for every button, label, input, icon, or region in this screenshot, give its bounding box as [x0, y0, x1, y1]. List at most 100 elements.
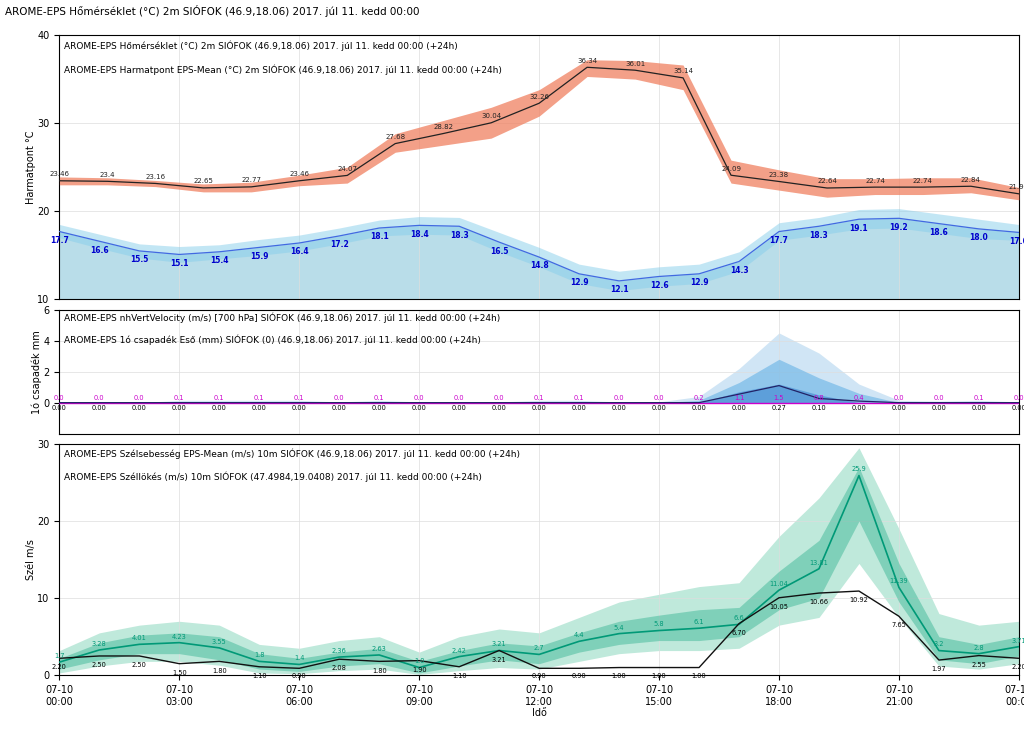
Text: 11.39: 11.39	[890, 578, 908, 584]
Text: 0.1: 0.1	[254, 395, 264, 401]
Text: 1.1: 1.1	[734, 395, 744, 401]
Text: 0.0: 0.0	[1014, 395, 1024, 401]
Text: 18.3: 18.3	[450, 231, 469, 239]
Text: 0.2: 0.2	[693, 395, 705, 401]
Text: AROME-EPS nhVertVelocity (m/s) [700 hPa] SIÓFOK (46.9,18.06) 2017. júl 11. kedd : AROME-EPS nhVertVelocity (m/s) [700 hPa]…	[65, 312, 501, 323]
Text: 36.01: 36.01	[625, 61, 645, 66]
Text: 0.1: 0.1	[974, 395, 984, 401]
Text: 5.4: 5.4	[613, 625, 625, 631]
Text: 0.00: 0.00	[252, 404, 266, 411]
Text: 3.2: 3.2	[934, 642, 944, 648]
Text: 21.98: 21.98	[1009, 184, 1024, 191]
Text: 0.90: 0.90	[531, 673, 547, 679]
Text: 1.97: 1.97	[932, 666, 946, 672]
Text: 7.65: 7.65	[892, 623, 906, 629]
Text: 2.7: 2.7	[534, 645, 545, 651]
Text: 12.1: 12.1	[609, 285, 629, 294]
Text: 14.3: 14.3	[730, 266, 749, 275]
Text: 1.80: 1.80	[212, 667, 226, 674]
Text: 14.8: 14.8	[529, 261, 549, 271]
Text: 1.0: 1.0	[414, 658, 425, 664]
Text: 2.42: 2.42	[452, 648, 467, 653]
Text: 19.1: 19.1	[850, 223, 868, 233]
Text: 10.05: 10.05	[769, 604, 788, 610]
Text: 23.16: 23.16	[145, 174, 166, 180]
Text: 23.4: 23.4	[99, 172, 115, 178]
Text: 2.55: 2.55	[972, 662, 986, 668]
Text: AROME-EPS Hőmérséklet (°C) 2m SIÓFOK (46.9,18.06) 2017. júl 11. kedd 00:00: AROME-EPS Hőmérséklet (°C) 2m SIÓFOK (46…	[5, 5, 420, 17]
Text: 4.4: 4.4	[573, 632, 585, 638]
Text: 0.1: 0.1	[214, 395, 224, 401]
Text: 0.00: 0.00	[372, 404, 387, 411]
Text: 22.74: 22.74	[913, 177, 933, 184]
Text: 1.80: 1.80	[372, 667, 387, 674]
Text: 0.0: 0.0	[334, 395, 344, 401]
Text: 5.8: 5.8	[653, 621, 665, 628]
Text: 17.7: 17.7	[770, 236, 788, 245]
Text: 30.04: 30.04	[481, 113, 501, 119]
Text: 0.00: 0.00	[932, 404, 946, 411]
Text: 0.0: 0.0	[613, 395, 625, 401]
Text: 2.50: 2.50	[132, 662, 146, 668]
Text: 0.00: 0.00	[492, 404, 507, 411]
Text: 0.00: 0.00	[52, 404, 67, 411]
Text: AROME-EPS 1ó csapadék Eső (mm) SIÓFOK (0) (46.9,18.06) 2017. júl 11. kedd 00:00 : AROME-EPS 1ó csapadék Eső (mm) SIÓFOK (0…	[65, 334, 481, 345]
Text: 0.00: 0.00	[92, 404, 106, 411]
Text: 3.21: 3.21	[492, 657, 507, 663]
Text: 16.5: 16.5	[489, 247, 508, 255]
Text: 0.1: 0.1	[294, 395, 304, 401]
Text: 3.55: 3.55	[212, 639, 226, 645]
Text: 0.1: 0.1	[174, 395, 184, 401]
Text: 0.0: 0.0	[94, 395, 104, 401]
Text: 2.63: 2.63	[372, 646, 387, 652]
Text: 0.0: 0.0	[894, 395, 904, 401]
Text: 18.4: 18.4	[410, 230, 429, 239]
Text: 0.00: 0.00	[571, 404, 587, 411]
Text: 0.0: 0.0	[54, 395, 65, 401]
Text: 0.1: 0.1	[573, 395, 585, 401]
Text: 22.84: 22.84	[961, 177, 981, 182]
Text: AROME-EPS Széllökés (m/s) 10m SIÓFOK (47.4984,19.0408) 2017. júl 11. kedd 00:00 : AROME-EPS Széllökés (m/s) 10m SIÓFOK (47…	[65, 472, 482, 483]
Text: 0.00: 0.00	[172, 404, 186, 411]
Text: 1.10: 1.10	[252, 673, 266, 679]
Text: 23.46: 23.46	[49, 172, 70, 177]
Text: 17.7: 17.7	[50, 236, 69, 245]
Text: 1.4: 1.4	[294, 656, 304, 661]
Text: 1.8: 1.8	[254, 653, 264, 658]
Text: 0.4: 0.4	[854, 395, 864, 401]
Text: 12.9: 12.9	[690, 278, 709, 287]
Text: 2.8: 2.8	[974, 645, 984, 650]
Text: 0.00: 0.00	[292, 404, 307, 411]
Text: AROME-EPS Hőmérséklet (°C) 2m SIÓFOK (46.9,18.06) 2017. júl 11. kedd 00:00 (+24h: AROME-EPS Hőmérséklet (°C) 2m SIÓFOK (46…	[65, 40, 458, 51]
Text: 0.10: 0.10	[812, 404, 826, 411]
Text: 23.46: 23.46	[289, 172, 309, 177]
Text: 1.00: 1.00	[611, 673, 627, 679]
Text: 0.0: 0.0	[454, 395, 465, 401]
Text: AROME-EPS Harmatpont EPS-Mean (°C) 2m SIÓFOK (46.9,18.06) 2017. júl 11. kedd 00:: AROME-EPS Harmatpont EPS-Mean (°C) 2m SI…	[65, 64, 502, 74]
Text: 35.14: 35.14	[673, 69, 693, 74]
Text: 15.9: 15.9	[250, 252, 268, 261]
Text: 0.90: 0.90	[292, 673, 306, 679]
Text: 4.23: 4.23	[172, 634, 186, 639]
Text: 2.50: 2.50	[92, 662, 106, 668]
Text: 12.6: 12.6	[650, 281, 669, 290]
Text: 22.65: 22.65	[194, 178, 213, 185]
Text: 1.90: 1.90	[412, 666, 427, 673]
Text: 10.92: 10.92	[850, 597, 868, 603]
Text: 25.9: 25.9	[852, 466, 866, 472]
Text: 15.1: 15.1	[170, 259, 188, 268]
Text: 11.04: 11.04	[770, 581, 788, 587]
Text: 0.00: 0.00	[651, 404, 667, 411]
Text: 6.70: 6.70	[731, 630, 746, 636]
Text: 16.6: 16.6	[90, 245, 109, 255]
Text: 2.08: 2.08	[332, 665, 347, 672]
Text: 2.20: 2.20	[52, 664, 67, 670]
Text: 24.09: 24.09	[721, 166, 741, 172]
Text: 10.66: 10.66	[810, 599, 828, 605]
Text: 0.00: 0.00	[332, 404, 347, 411]
Text: 1.10: 1.10	[452, 673, 467, 679]
Text: AROME-EPS Szélsebesség EPS-Mean (m/s) 10m SIÓFOK (46.9,18.06) 2017. júl 11. kedd: AROME-EPS Szélsebesség EPS-Mean (m/s) 10…	[65, 448, 520, 459]
Y-axis label: 1ó csapadék mm: 1ó csapadék mm	[32, 330, 42, 413]
Text: 16.4: 16.4	[290, 247, 308, 256]
Text: 32.26: 32.26	[529, 93, 549, 100]
